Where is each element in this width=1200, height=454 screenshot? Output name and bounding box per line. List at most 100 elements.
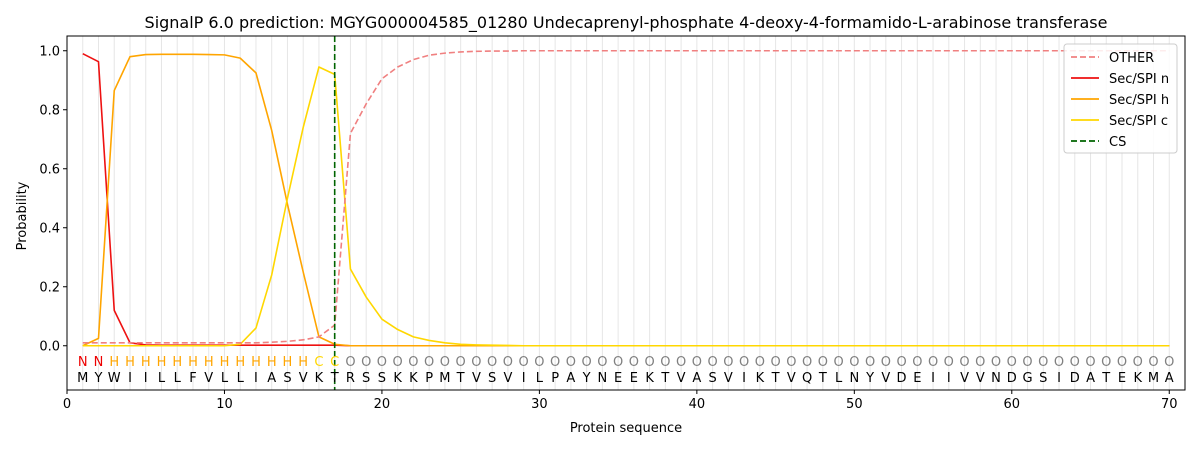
- residue-label: A: [1165, 371, 1174, 386]
- region-label: O: [660, 355, 670, 370]
- region-label: O: [739, 355, 749, 370]
- residue-label: S: [378, 371, 386, 386]
- region-label: O: [582, 355, 592, 370]
- residue-label: T: [660, 371, 669, 386]
- residue-label: A: [1086, 371, 1095, 386]
- legend-box: [1063, 43, 1178, 154]
- residue-label: N: [849, 371, 859, 386]
- residue-label: T: [330, 371, 339, 386]
- residue-label: K: [393, 371, 402, 386]
- plot-frame: [66, 35, 1186, 391]
- residue-label: V: [677, 371, 686, 386]
- region-label: O: [786, 355, 796, 370]
- region-label: H: [204, 355, 214, 370]
- residue-label: V: [881, 371, 890, 386]
- y-tick-label: 0.2: [39, 280, 60, 295]
- x-tick-label: 10: [216, 397, 233, 412]
- residue-label: T: [1101, 371, 1110, 386]
- region-label: O: [519, 355, 529, 370]
- residue-label: V: [299, 371, 308, 386]
- grid-layer: [82, 36, 1170, 390]
- residue-label: M: [1148, 371, 1159, 386]
- region-label: O: [818, 355, 828, 370]
- residue-label: K: [756, 371, 765, 386]
- residue-label: Q: [802, 371, 812, 386]
- region-label: O: [534, 355, 544, 370]
- residue-label: L: [237, 371, 245, 386]
- region-label: O: [440, 355, 450, 370]
- residue-label: V: [503, 371, 512, 386]
- region-label: O: [881, 355, 891, 370]
- y-tick-label: 0.6: [39, 162, 60, 177]
- legend-entry: Sec/SPI c: [1109, 114, 1168, 129]
- region-label: O: [597, 355, 607, 370]
- residue-label: A: [566, 371, 575, 386]
- series-line-sec-spi-c: [82, 66, 1170, 347]
- residue-label: R: [346, 371, 355, 386]
- region-label: O: [1164, 355, 1174, 370]
- residue-label: E: [913, 371, 921, 386]
- y-tick-label: 1.0: [39, 44, 60, 59]
- series-line-sec-spi-h: [82, 53, 1170, 347]
- region-label: O: [1117, 355, 1127, 370]
- region-label: H: [251, 355, 261, 370]
- residue-label: G: [1022, 371, 1032, 386]
- series-layer: [82, 36, 1170, 390]
- region-label: H: [172, 355, 182, 370]
- axes-layer: 0 10 20 30 40 50 60 70 0.0 0.2 0.4 0.6 0.8 1.0: [39, 35, 1186, 412]
- region-label: O: [393, 355, 403, 370]
- residue-label: Y: [94, 371, 103, 386]
- region-label: O: [377, 355, 387, 370]
- residue-label: S: [1039, 371, 1047, 386]
- region-label: O: [975, 355, 985, 370]
- region-label: O: [833, 355, 843, 370]
- residue-label: D: [897, 371, 907, 386]
- region-label: O: [408, 355, 418, 370]
- residue-label: D: [1070, 371, 1080, 386]
- residue-label: I: [931, 371, 935, 386]
- region-label: H: [109, 355, 119, 370]
- region-label: H: [141, 355, 151, 370]
- x-tick-label: 20: [374, 397, 391, 412]
- residue-label: Y: [582, 371, 591, 386]
- residue-label: E: [630, 371, 638, 386]
- legend-entry: OTHER: [1109, 51, 1154, 66]
- region-label: N: [78, 355, 88, 370]
- region-label: O: [424, 355, 434, 370]
- x-tick-label: 40: [689, 397, 706, 412]
- region-label: O: [1022, 355, 1032, 370]
- region-label: O: [503, 355, 513, 370]
- residue-label: S: [708, 371, 716, 386]
- residue-label: I: [1057, 371, 1061, 386]
- residue-label: T: [818, 371, 827, 386]
- region-label: O: [692, 355, 702, 370]
- residue-label: K: [1133, 371, 1142, 386]
- region-label: O: [361, 355, 371, 370]
- region-label: O: [944, 355, 954, 370]
- region-label: O: [849, 355, 859, 370]
- region-label: O: [1070, 355, 1080, 370]
- region-label: O: [487, 355, 497, 370]
- chart-title: SignalP 6.0 prediction: MGYG000004585_01…: [145, 13, 1108, 33]
- residue-label: S: [488, 371, 496, 386]
- residue-label: K: [645, 371, 654, 386]
- residue-label: E: [1118, 371, 1126, 386]
- region-label: H: [235, 355, 245, 370]
- x-tick-label: 60: [1004, 397, 1021, 412]
- y-tick-label: 0.4: [39, 221, 60, 236]
- region-label: O: [991, 355, 1001, 370]
- region-label: O: [723, 355, 733, 370]
- y-axis-label: Probability: [15, 181, 30, 250]
- region-label: O: [613, 355, 623, 370]
- residue-label: V: [724, 371, 733, 386]
- region-label: O: [928, 355, 938, 370]
- x-tick-label: 70: [1161, 397, 1178, 412]
- region-label: H: [267, 355, 277, 370]
- region-label: O: [550, 355, 560, 370]
- residue-label: K: [315, 371, 324, 386]
- residue-label: N: [598, 371, 608, 386]
- residue-label: L: [536, 371, 544, 386]
- region-label: O: [959, 355, 969, 370]
- region-label: N: [94, 355, 104, 370]
